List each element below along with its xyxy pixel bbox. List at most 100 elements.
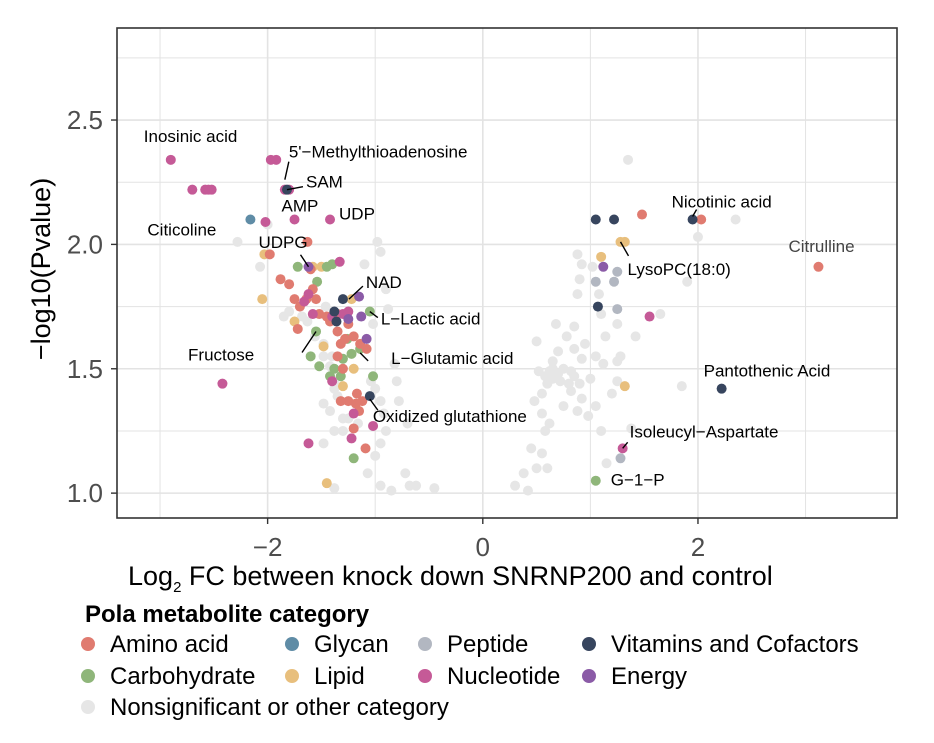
point-nonsig [580, 338, 590, 349]
point-nonsig [400, 468, 411, 479]
point-nonsig [569, 343, 580, 354]
point-carb [327, 259, 338, 270]
point-energy [343, 314, 354, 325]
point-nonsig [561, 331, 572, 342]
point-peptide [612, 304, 623, 315]
point-amino [284, 279, 295, 290]
point-nonsig [572, 406, 583, 417]
point-amino [357, 396, 368, 407]
point-nonsig [558, 401, 569, 412]
point-nonsig [529, 396, 540, 407]
point-nonsig [370, 450, 381, 461]
point-nonsig [389, 358, 400, 369]
point-nonsig [375, 480, 386, 491]
y-tick-label: 1.5 [67, 354, 103, 384]
annotation-label: SAM [306, 173, 343, 192]
annotation-label: Nicotinic acid [672, 193, 772, 212]
point-nonsig [612, 376, 623, 387]
point-nonsig [370, 383, 381, 394]
point-lipid [346, 294, 357, 305]
point-nonsig [600, 331, 611, 342]
point-nonsig [606, 388, 617, 399]
point-amino [264, 249, 275, 260]
annotation-label: Citicoline [147, 221, 216, 240]
point-nonsig [531, 463, 542, 474]
point-nucleotide [327, 376, 338, 387]
point-nonsig [378, 408, 389, 419]
legend-key-vitamin [582, 637, 596, 651]
legend: Pola metabolite category Amino acid Glyca… [81, 601, 859, 721]
point-amino [335, 396, 346, 407]
point-nonsig [386, 485, 397, 496]
point-nonsig [542, 463, 553, 474]
point-nonsig [590, 401, 601, 412]
point-nonsig [623, 154, 634, 165]
point-carb [368, 371, 379, 382]
point-nonsig [587, 261, 598, 272]
annotation-leader-line [622, 441, 629, 449]
point-nonsig [368, 318, 379, 329]
point-nucleotide [346, 433, 357, 444]
annotation-leader-line [691, 209, 698, 217]
plot-panel-border [116, 27, 898, 519]
point-nonsig [329, 425, 340, 436]
annotation-label: AMP [282, 197, 319, 216]
x-tick-label: 0 [476, 532, 490, 562]
point-nonsig [547, 356, 558, 367]
point-nonsig [318, 398, 329, 409]
point-nonsig [601, 458, 612, 469]
point-amino [289, 294, 300, 305]
point-nonsig [566, 366, 577, 377]
axes: −2 0 2 1.0 1.5 2.0 2.5 [67, 105, 705, 562]
point-nucleotide [325, 214, 336, 225]
point-nonsig [522, 485, 533, 496]
point-energy [356, 311, 367, 322]
point-carb [348, 453, 359, 464]
point-nonsig [337, 425, 348, 436]
legend-key-amino [81, 637, 95, 651]
annotation-label: LysoPC(18:0) [628, 260, 731, 279]
point-vitamin [337, 294, 348, 305]
point-nonsig [569, 321, 580, 332]
point-nucleotide [289, 214, 300, 225]
point-nonsig [615, 351, 626, 362]
legend-key-nonsig [81, 700, 95, 714]
annotation-leader-line [359, 352, 369, 362]
point-amino [302, 236, 313, 247]
point-vitamin [592, 301, 603, 312]
point-amino [340, 333, 351, 344]
legend-label-peptide: Peptide [447, 631, 528, 658]
point-nonsig [572, 289, 583, 300]
point-nonsig [590, 351, 601, 362]
point-lipid [348, 363, 359, 374]
legend-label-nucleotide: Nucleotide [447, 663, 560, 690]
point-nonsig [383, 304, 394, 315]
point-carb [314, 361, 325, 372]
legend-label-carb: Carbohydrate [110, 663, 255, 690]
point-vitamin [364, 391, 375, 402]
point-nonsig [572, 249, 583, 260]
legend-label-vitamin: Vitamins and Cofactors [611, 631, 859, 658]
legend-label-energy: Energy [611, 663, 687, 690]
point-nonsig [362, 468, 373, 479]
point-nucleotide [303, 289, 314, 300]
legend-key-glycan [285, 637, 299, 651]
point-nucleotide [348, 408, 359, 419]
point-amino [292, 323, 303, 334]
point-energy [354, 291, 365, 302]
annotation-leader-line [619, 241, 630, 257]
point-nonsig [553, 346, 564, 357]
point-peptide [590, 276, 601, 287]
point-nucleotide [644, 311, 655, 322]
point-carb [312, 276, 323, 287]
point-carb [329, 363, 340, 374]
legend-key-nucleotide [418, 669, 432, 683]
point-nonsig [518, 468, 529, 479]
point-lipid [596, 251, 607, 262]
point-nonsig [593, 289, 604, 300]
point-nucleotide [303, 438, 314, 449]
point-nonsig [576, 353, 587, 364]
point-nonsig [375, 246, 386, 257]
point-lipid [337, 381, 348, 392]
